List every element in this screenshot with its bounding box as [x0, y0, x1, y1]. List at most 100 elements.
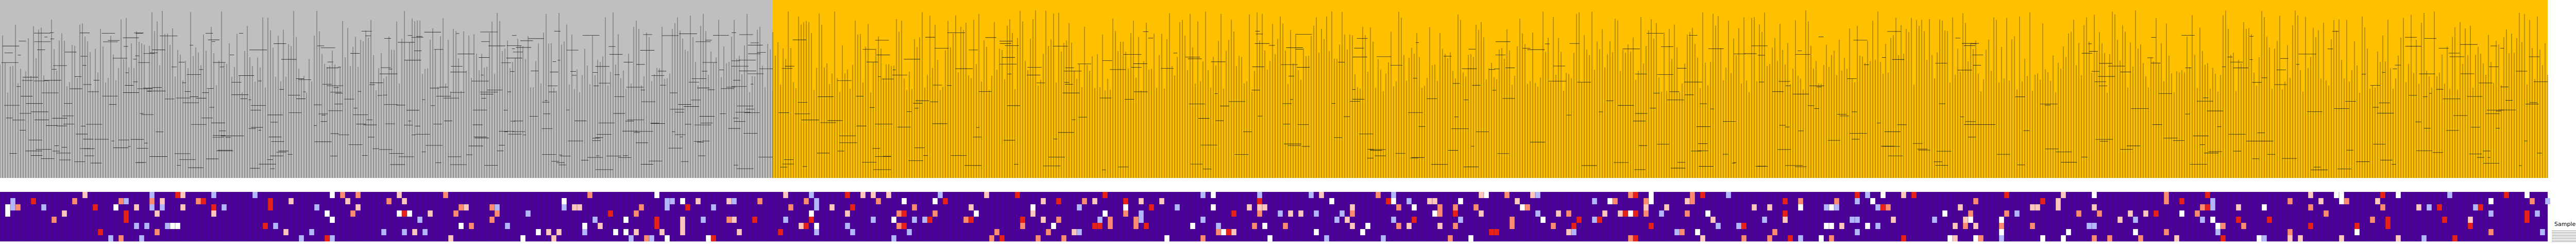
heatmap-cell	[1829, 235, 1834, 241]
heatmap-cell	[1108, 217, 1113, 223]
heatmap-cell	[994, 229, 999, 235]
heatmap-cell	[2375, 198, 2380, 204]
heatmap-cell	[1618, 210, 1623, 217]
heatmap-cell	[891, 217, 896, 223]
heatmap-cell	[1685, 198, 1690, 204]
heatmap-cell	[495, 204, 500, 210]
heatmap-cell	[1540, 217, 1546, 223]
heatmap-cell	[397, 210, 402, 217]
heatmap-cell	[1200, 235, 1206, 241]
heatmap-cell	[2540, 229, 2545, 235]
heatmap-cell	[1216, 229, 1221, 235]
heatmap-cell	[1479, 192, 1484, 198]
heatmap-cell	[912, 217, 917, 223]
heatmap-cell	[2334, 192, 2339, 198]
heatmap-cell	[201, 198, 206, 204]
heatmap-cell	[118, 235, 124, 241]
heatmap-cell	[1515, 198, 1520, 204]
heatmap-cell	[93, 204, 98, 210]
heatmap-cell	[2339, 198, 2344, 204]
heatmap-cell	[2421, 235, 2427, 241]
heatmap-cell	[1577, 217, 1582, 223]
heatmap-cell	[933, 198, 938, 204]
heatmap-cell	[1257, 210, 1262, 217]
heatmap-cell	[639, 204, 644, 210]
heatmap-cell	[1973, 223, 1978, 229]
heatmap-cell	[608, 210, 613, 217]
heatmap-cell	[2354, 229, 2360, 235]
legend-row	[2552, 241, 2576, 244]
heatmap-cell	[1458, 217, 1463, 223]
heatmap-cell	[562, 204, 567, 210]
heatmap-cell	[2504, 192, 2509, 198]
heatmap-cell	[1633, 192, 1638, 198]
heatmap-cell	[2092, 204, 2097, 210]
heatmap-cell	[2473, 204, 2478, 210]
heatmap-cell	[10, 204, 15, 210]
heatmap-cell	[1252, 223, 1257, 229]
heatmap-cell	[711, 235, 716, 241]
heatmap-cell	[1283, 223, 1288, 229]
heatmap-cell	[2396, 192, 2401, 198]
heatmap-cell	[134, 223, 139, 229]
heatmap-cell	[402, 229, 407, 235]
heatmap-cell	[82, 192, 88, 198]
dendrogram-gold-cluster	[772, 0, 2548, 178]
heatmap-cell	[1973, 198, 1978, 204]
heatmap-cell	[1829, 204, 1834, 210]
heatmap-cell	[1015, 192, 1020, 198]
heatmap-cell	[407, 210, 412, 217]
heatmap-cell	[814, 223, 819, 229]
heatmap-cell	[1391, 217, 1396, 223]
heatmap-cell	[2056, 204, 2061, 210]
heatmap-cell	[1628, 210, 1633, 217]
heatmap-cell	[1571, 223, 1577, 229]
heatmap-cell	[170, 223, 175, 229]
heatmap-cell	[680, 223, 685, 229]
heatmap-cell	[1376, 192, 1381, 198]
heatmap-cell	[1633, 235, 1638, 241]
heatmap-cell	[1144, 223, 1149, 229]
heatmap-cell	[1175, 204, 1180, 210]
heatmap-cell	[1824, 223, 1829, 229]
heatmap-cell	[1262, 204, 1267, 210]
heatmap-cell	[325, 210, 330, 217]
heatmap-cell	[1123, 204, 1128, 210]
heatmap-cell	[2545, 198, 2550, 204]
heatmap-cell	[2164, 229, 2169, 235]
heatmap-cell	[1041, 198, 1046, 204]
heatmap-cell	[1365, 223, 1370, 229]
heatmap-cell	[180, 192, 185, 198]
heatmap-cell	[1556, 210, 1561, 217]
legend-row	[2552, 234, 2576, 236]
heatmap-cell	[1855, 217, 1860, 223]
heatmap-cell	[654, 223, 659, 229]
heatmap-cell	[634, 229, 639, 235]
heatmap-cell	[1406, 198, 1412, 204]
legend-row	[2552, 231, 2576, 233]
heatmap-cell	[814, 229, 819, 235]
heatmap-cell	[1257, 198, 1262, 204]
heatmap-cell	[1566, 210, 1571, 217]
heatmap-cell	[41, 204, 46, 210]
heatmap-cell	[2447, 192, 2452, 198]
heatmap-cell	[1381, 235, 1386, 241]
heatmap-cell	[665, 204, 670, 210]
legend-row	[2552, 232, 2576, 235]
heatmap-cell	[1123, 210, 1128, 217]
heatmap-cell	[1484, 192, 1489, 198]
heatmap-cell	[2324, 210, 2329, 217]
heatmap-cell	[1783, 210, 1788, 217]
heatmap-cell	[417, 217, 422, 223]
heatmap-cell	[2308, 204, 2313, 210]
heatmap-cell	[124, 210, 129, 217]
heatmap-cell	[1783, 198, 1788, 204]
heatmap-cell	[1350, 204, 1355, 210]
heatmap-cell	[2524, 192, 2530, 198]
heatmap-cell	[2004, 192, 2009, 198]
heatmap-cell	[289, 198, 294, 204]
heatmap-cell	[1412, 217, 1417, 223]
heatmap-cell	[448, 235, 453, 241]
heatmap-cell	[211, 192, 216, 198]
heatmap-cell	[809, 217, 814, 223]
